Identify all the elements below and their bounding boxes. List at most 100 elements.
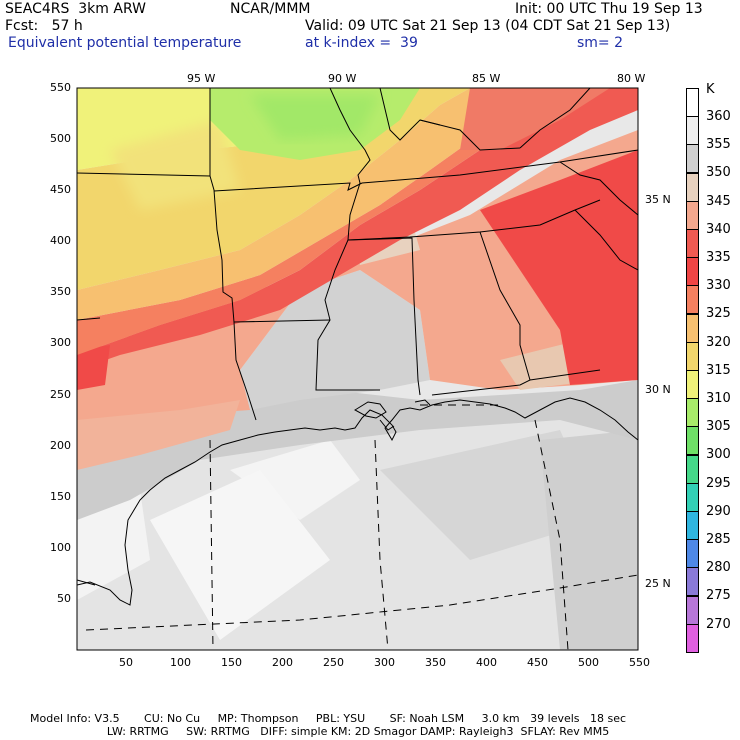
coastline bbox=[77, 397, 638, 606]
legend-swatch bbox=[686, 116, 699, 146]
legend-level: 350 bbox=[686, 144, 736, 180]
legend-label: 320 bbox=[706, 334, 731, 350]
lat-label: 30 N bbox=[645, 383, 671, 396]
legend-swatch bbox=[686, 341, 699, 371]
legend-swatch bbox=[686, 539, 699, 569]
model-title: SEAC4RS 3km ARW bbox=[5, 1, 146, 17]
x-tick-label: 350 bbox=[425, 656, 446, 669]
mexico-border bbox=[77, 579, 96, 586]
legend-swatch bbox=[686, 454, 699, 484]
legend-swatch bbox=[686, 144, 699, 174]
x-tick-label: 200 bbox=[272, 656, 293, 669]
legend-level: 305 bbox=[686, 398, 736, 434]
lat-lon-grid bbox=[85, 404, 638, 650]
legend-level: 325 bbox=[686, 285, 736, 321]
legend-label: 355 bbox=[706, 137, 731, 153]
legend-level: 335 bbox=[686, 229, 736, 265]
legend-level: 340 bbox=[686, 200, 736, 237]
legend-swatch bbox=[686, 426, 699, 456]
y-tick-label: 400 bbox=[50, 234, 71, 248]
y-tick-label: 50 bbox=[57, 591, 71, 605]
legend-swatch bbox=[686, 285, 699, 315]
smoothing-label: sm= 2 bbox=[577, 35, 624, 51]
legend-swatch bbox=[686, 567, 699, 597]
lon-label: 85 W bbox=[472, 72, 501, 85]
y-tick-label: 100 bbox=[50, 540, 71, 554]
legend-swatch bbox=[686, 482, 699, 512]
legend-level: 300 bbox=[686, 426, 736, 462]
y-tick-label: 200 bbox=[50, 438, 71, 452]
legend-swatch bbox=[686, 398, 699, 428]
legend-label: 350 bbox=[706, 165, 731, 181]
legend-level: 355 bbox=[686, 116, 736, 152]
legend-level: 330 bbox=[686, 257, 736, 293]
legend-level bbox=[686, 623, 736, 653]
legend-label: 280 bbox=[706, 560, 731, 576]
legend-label: 335 bbox=[706, 250, 731, 265]
legend-label: 290 bbox=[706, 503, 731, 519]
legend-swatch bbox=[686, 229, 699, 258]
legend-level: 285 bbox=[686, 511, 736, 547]
x-tick-label: 500 bbox=[578, 656, 599, 669]
legend-level: 320 bbox=[686, 313, 736, 350]
legend-label: 325 bbox=[706, 306, 731, 322]
legend-swatch bbox=[686, 200, 699, 230]
legend-label: 305 bbox=[706, 419, 731, 435]
lat-label: 25 N bbox=[645, 577, 671, 590]
lon-label: 90 W bbox=[328, 72, 357, 85]
center-label: NCAR/MMM bbox=[230, 1, 311, 17]
legend-swatch bbox=[686, 88, 699, 117]
x-tick-label: 400 bbox=[476, 656, 497, 669]
legend-level: 295 bbox=[686, 454, 736, 491]
y-tick-label: 350 bbox=[50, 285, 71, 299]
legend-level: 275 bbox=[686, 567, 736, 603]
y-tick-label: 300 bbox=[50, 336, 71, 350]
legend-level: 345 bbox=[686, 172, 736, 209]
legend-swatch bbox=[686, 313, 699, 343]
x-tick-label: 50 bbox=[119, 656, 133, 669]
x-tick-label: 250 bbox=[323, 656, 344, 669]
legend-unit: K bbox=[706, 82, 715, 97]
legend-label: 340 bbox=[706, 221, 731, 237]
legend-label: 270 bbox=[706, 616, 731, 632]
legend-swatch bbox=[686, 511, 699, 540]
legend-level: 290 bbox=[686, 482, 736, 519]
legend-swatch bbox=[686, 595, 699, 625]
legend-level: 280 bbox=[686, 539, 736, 575]
lon-label: 95 W bbox=[187, 72, 216, 85]
legend-swatch bbox=[686, 370, 699, 399]
legend-label: 300 bbox=[706, 447, 731, 463]
valid-time: Valid: 09 UTC Sat 21 Sep 13 (04 CDT Sat … bbox=[305, 18, 671, 34]
lat-label: 35 N bbox=[645, 193, 671, 206]
x-tick-label: 450 bbox=[527, 656, 548, 669]
y-tick-label: 250 bbox=[50, 387, 71, 401]
level-label: at k-index = 39 bbox=[305, 35, 418, 51]
legend-label: 345 bbox=[706, 193, 731, 209]
legend-level: 360 bbox=[686, 88, 736, 124]
state-boundaries bbox=[77, 88, 638, 421]
legend-label: 360 bbox=[706, 109, 731, 124]
legend-swatch bbox=[686, 172, 699, 202]
legend-label: 310 bbox=[706, 391, 731, 406]
forecast-hour: Fcst: 57 h bbox=[5, 18, 83, 34]
lon-label: 80 W bbox=[617, 72, 646, 85]
model-info-line1: Model Info: V3.5 CU: No Cu MP: Thompson … bbox=[30, 712, 627, 725]
legend-label: 315 bbox=[706, 362, 731, 378]
legend-label: 285 bbox=[706, 532, 731, 547]
legend-swatch bbox=[686, 623, 699, 653]
x-tick-label: 100 bbox=[170, 656, 191, 669]
y-tick-label: 500 bbox=[50, 132, 71, 146]
legend-label: 295 bbox=[706, 475, 731, 491]
y-tick-label: 550 bbox=[50, 81, 71, 94]
legend-label: 330 bbox=[706, 278, 731, 294]
map-frame bbox=[76, 87, 639, 651]
x-tick-label: 550 bbox=[629, 656, 650, 669]
x-tick-label: 300 bbox=[374, 656, 395, 669]
field-name: Equivalent potential temperature bbox=[8, 35, 242, 51]
y-tick-label: 150 bbox=[50, 489, 71, 503]
legend-level: 315 bbox=[686, 341, 736, 378]
legend-level: 310 bbox=[686, 370, 736, 406]
init-time: Init: 00 UTC Thu 19 Sep 13 bbox=[515, 1, 703, 17]
legend-label: 275 bbox=[706, 588, 731, 604]
